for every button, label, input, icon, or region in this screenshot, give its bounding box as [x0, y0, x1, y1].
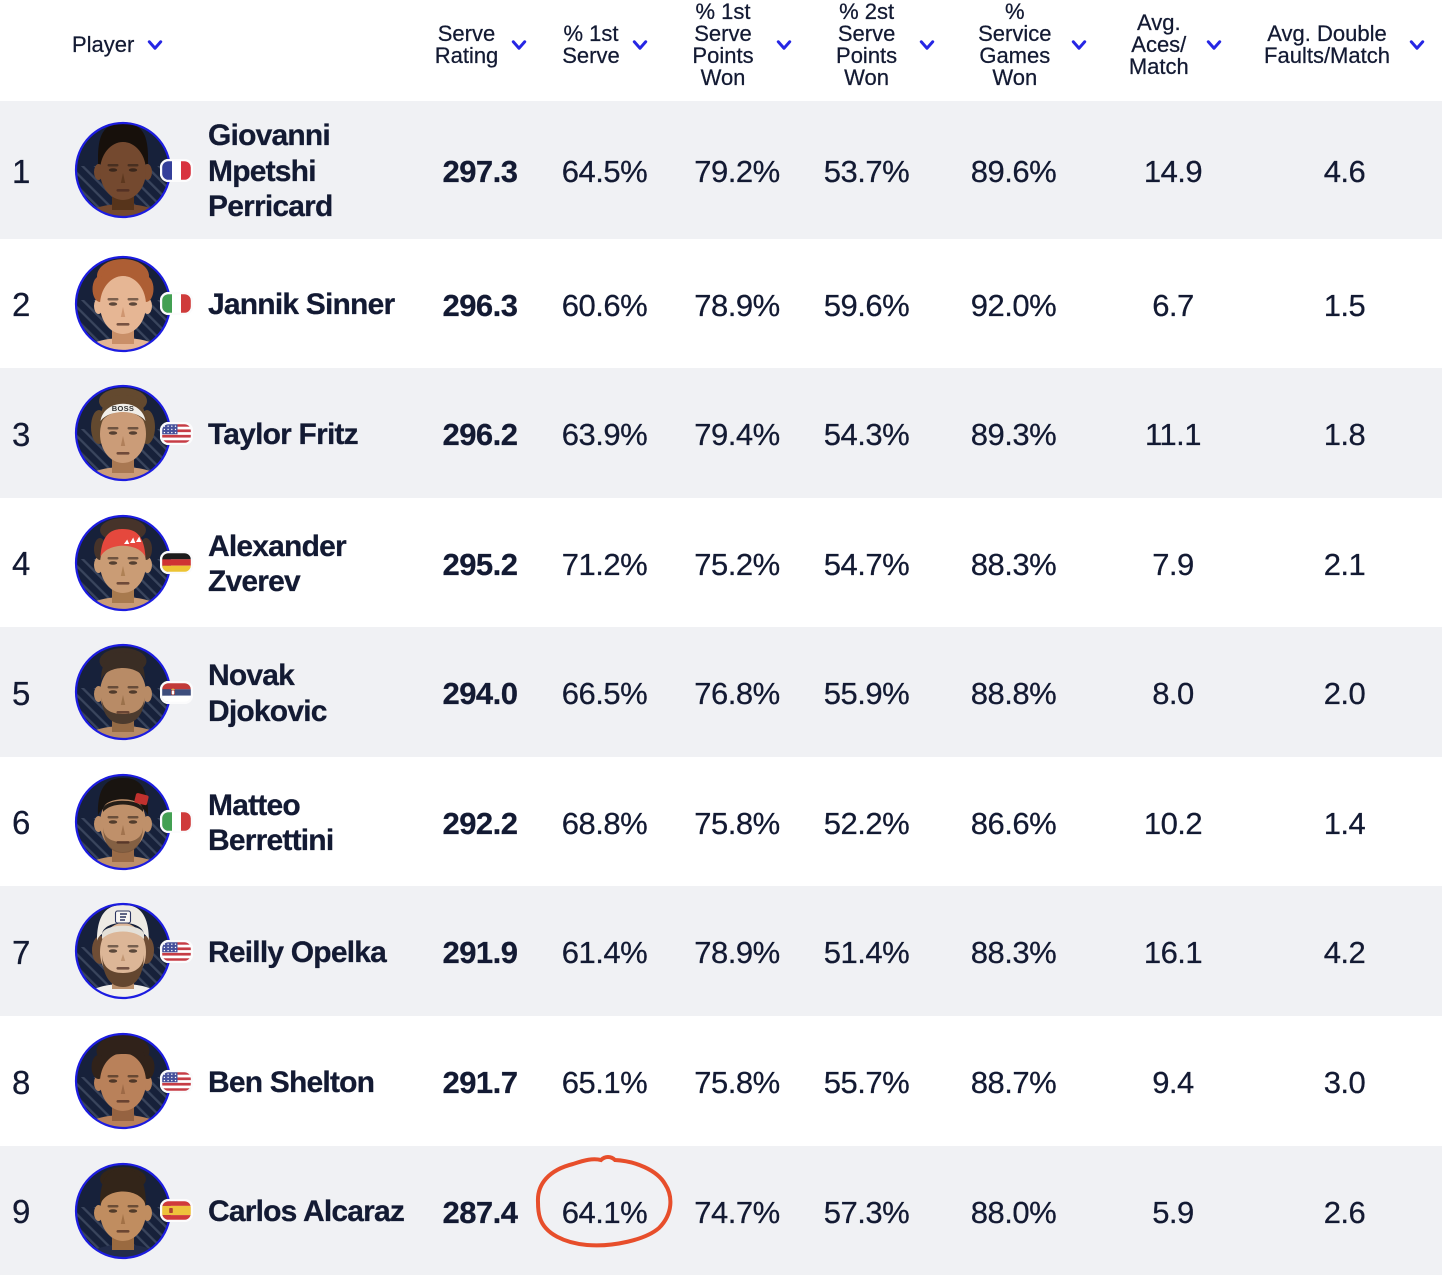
svg-text:BOSS: BOSS [112, 404, 134, 413]
